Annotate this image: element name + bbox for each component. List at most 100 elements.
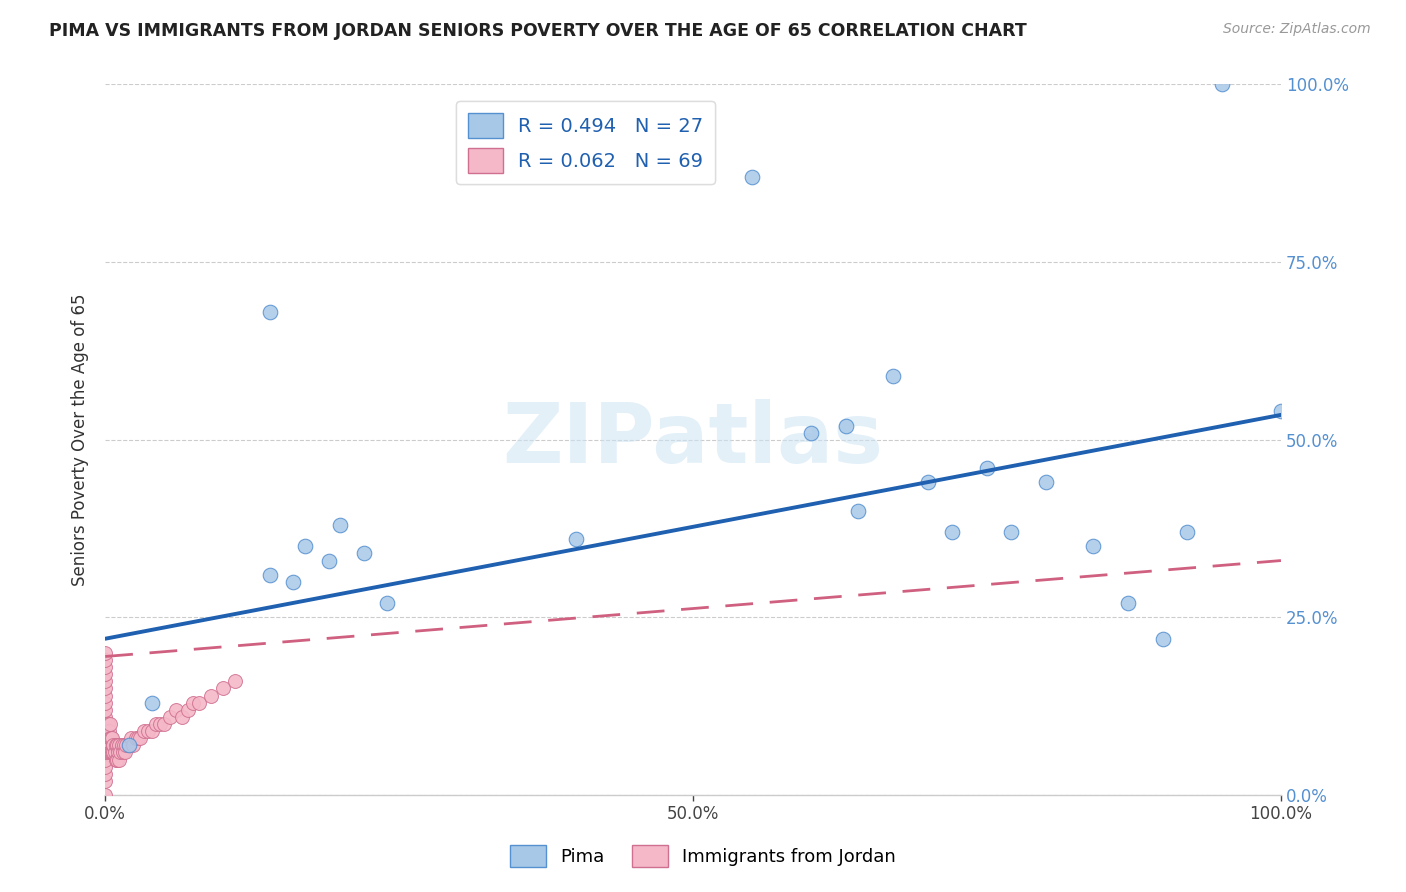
Point	[259, 567, 281, 582]
Point	[159, 710, 181, 724]
Point	[122, 739, 145, 753]
Point	[941, 525, 963, 540]
Point	[136, 724, 159, 739]
Point	[108, 739, 131, 753]
Point	[94, 759, 117, 773]
Point	[104, 752, 127, 766]
Point	[97, 731, 120, 746]
Point	[94, 696, 117, 710]
Point	[110, 746, 132, 760]
Point	[94, 646, 117, 660]
Point	[125, 731, 148, 746]
Point	[94, 681, 117, 696]
Point	[114, 746, 136, 760]
Point	[1116, 596, 1139, 610]
Point	[283, 574, 305, 589]
Point	[176, 703, 198, 717]
Point	[132, 724, 155, 739]
Point	[105, 752, 128, 766]
Point	[94, 788, 117, 802]
Point	[1035, 475, 1057, 490]
Point	[118, 739, 141, 753]
Point	[101, 746, 124, 760]
Point	[165, 703, 187, 717]
Point	[94, 667, 117, 681]
Point	[224, 674, 246, 689]
Point	[329, 518, 352, 533]
Point	[94, 653, 117, 667]
Point	[1270, 404, 1292, 418]
Point	[800, 425, 823, 440]
Point	[141, 724, 163, 739]
Point	[104, 746, 127, 760]
Point	[107, 746, 129, 760]
Point	[94, 766, 117, 780]
Legend: R = 0.494   N = 27, R = 0.062   N = 69: R = 0.494 N = 27, R = 0.062 N = 69	[456, 102, 714, 185]
Point	[108, 752, 131, 766]
Point	[129, 731, 152, 746]
Point	[115, 739, 138, 753]
Point	[98, 731, 121, 746]
Point	[111, 746, 134, 760]
Point	[94, 746, 117, 760]
Point	[917, 475, 939, 490]
Point	[976, 461, 998, 475]
Point	[141, 696, 163, 710]
Point	[118, 739, 141, 753]
Point	[94, 724, 117, 739]
Point	[97, 739, 120, 753]
Point	[153, 717, 176, 731]
Point	[1152, 632, 1174, 646]
Point	[183, 696, 205, 710]
Point	[127, 731, 149, 746]
Point	[100, 731, 122, 746]
Point	[98, 746, 121, 760]
Point	[94, 674, 117, 689]
Point	[94, 717, 117, 731]
Point	[1175, 525, 1198, 540]
Text: ZIPatlas: ZIPatlas	[502, 400, 883, 480]
Point	[94, 689, 117, 703]
Point	[97, 717, 120, 731]
Point	[149, 717, 172, 731]
Text: PIMA VS IMMIGRANTS FROM JORDAN SENIORS POVERTY OVER THE AGE OF 65 CORRELATION CH: PIMA VS IMMIGRANTS FROM JORDAN SENIORS P…	[49, 22, 1026, 40]
Point	[200, 689, 222, 703]
Point	[211, 681, 233, 696]
Point	[259, 305, 281, 319]
Point	[145, 717, 167, 731]
Point	[741, 169, 763, 184]
Point	[97, 746, 120, 760]
Point	[111, 739, 134, 753]
Point	[104, 739, 127, 753]
Legend: Pima, Immigrants from Jordan: Pima, Immigrants from Jordan	[503, 838, 903, 874]
Point	[112, 739, 135, 753]
Y-axis label: Seniors Poverty Over the Age of 65: Seniors Poverty Over the Age of 65	[72, 293, 89, 586]
Point	[94, 752, 117, 766]
Point	[564, 533, 586, 547]
Point	[98, 717, 121, 731]
Point	[94, 739, 117, 753]
Point	[94, 773, 117, 788]
Text: Source: ZipAtlas.com: Source: ZipAtlas.com	[1223, 22, 1371, 37]
Point	[835, 418, 858, 433]
Point	[94, 660, 117, 674]
Point	[318, 553, 340, 567]
Point	[94, 703, 117, 717]
Point	[97, 724, 120, 739]
Point	[103, 739, 125, 753]
Point	[353, 546, 375, 560]
Point	[103, 746, 125, 760]
Point	[1081, 539, 1104, 553]
Point	[294, 539, 316, 553]
Point	[100, 746, 122, 760]
Point	[101, 731, 124, 746]
Point	[846, 504, 869, 518]
Point	[1211, 78, 1233, 92]
Point	[1000, 525, 1022, 540]
Point	[94, 731, 117, 746]
Point	[120, 731, 142, 746]
Point	[94, 710, 117, 724]
Point	[882, 368, 904, 383]
Point	[188, 696, 211, 710]
Point	[105, 739, 128, 753]
